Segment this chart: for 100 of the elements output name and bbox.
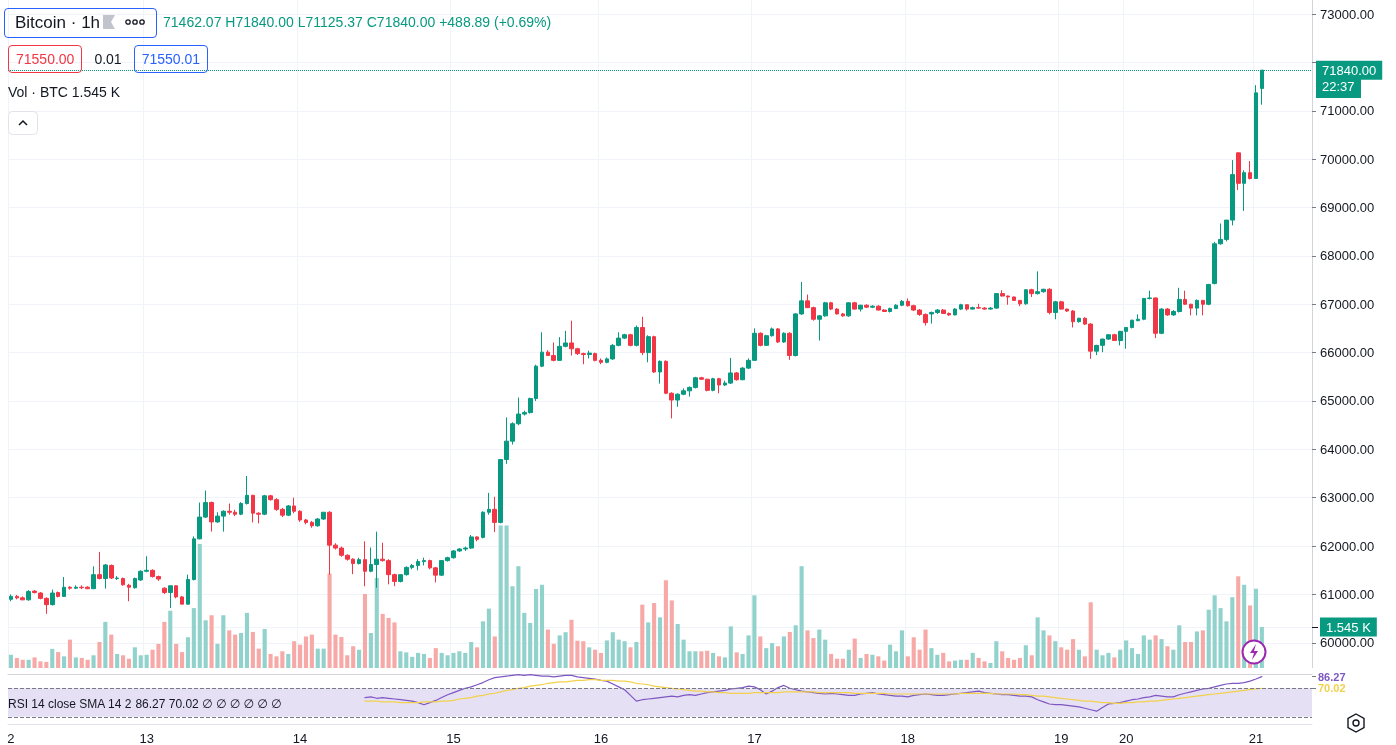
candlestick [121, 577, 125, 587]
bar [970, 652, 975, 668]
candlestick [304, 518, 308, 525]
y-tick-label: 70000.00 [1320, 151, 1375, 167]
y-tick-label: 68000.00 [1320, 248, 1375, 264]
candlestick [1012, 296, 1016, 302]
candlestick [1024, 288, 1028, 306]
candlestick [180, 595, 184, 605]
candlestick [298, 509, 302, 523]
candlestick [68, 585, 72, 591]
bar [1188, 642, 1194, 668]
candlestick [858, 304, 863, 313]
y-tick-label: 66000.00 [1320, 345, 1375, 361]
bar [1006, 657, 1011, 668]
bar [1183, 642, 1188, 668]
bar [103, 621, 108, 668]
bar [823, 639, 828, 668]
bar [657, 617, 663, 668]
candlestick [1195, 298, 1199, 316]
candlestick [717, 377, 721, 394]
candlestick [103, 563, 108, 590]
candlestick [888, 307, 892, 313]
y-tick-label: 64000.00 [1320, 441, 1375, 457]
bar [722, 657, 727, 668]
bar [1153, 635, 1158, 668]
bar [1118, 649, 1123, 668]
candlestick [852, 301, 857, 311]
bar [911, 637, 916, 668]
bar [799, 566, 804, 668]
bar [663, 580, 668, 668]
candlestick [1206, 283, 1211, 306]
bar [781, 636, 786, 668]
candlestick [363, 540, 367, 587]
bar [292, 641, 297, 668]
y-tick-label: 86.27 [1318, 670, 1346, 683]
bar [846, 649, 851, 668]
bar [120, 655, 126, 668]
candlestick [640, 316, 645, 356]
bar [85, 659, 90, 668]
bar [368, 633, 373, 668]
bar [115, 653, 120, 668]
x-tick-label: 19 [1054, 731, 1069, 745]
x-tick-label: 16 [593, 731, 609, 745]
bar [174, 643, 179, 668]
candlestick [634, 325, 639, 347]
candlestick [1201, 299, 1205, 316]
bar [616, 639, 621, 668]
candlestick [245, 475, 249, 506]
candlestick [953, 307, 957, 316]
bar [899, 630, 904, 668]
bar [1023, 645, 1028, 668]
bar [427, 657, 432, 668]
y-tick-label: 67000.00 [1320, 296, 1375, 312]
x-tick-label: 21 [1248, 731, 1264, 745]
candlestick [1236, 151, 1241, 191]
bar [286, 653, 291, 668]
bar [817, 629, 822, 668]
bar [91, 655, 96, 668]
candlestick [1077, 317, 1081, 324]
bar [893, 651, 899, 668]
candlestick [776, 327, 780, 344]
bar [362, 594, 368, 668]
bar [1147, 639, 1152, 668]
bar [1076, 649, 1081, 668]
bar [1029, 655, 1034, 668]
bar [1194, 631, 1200, 668]
candlestick [487, 492, 491, 516]
bar [97, 642, 102, 668]
candlestick [481, 510, 485, 539]
bar [1088, 602, 1093, 668]
bar [1011, 659, 1017, 668]
bar [628, 647, 633, 668]
candlestick [1189, 303, 1193, 316]
bar [61, 656, 67, 668]
bar [852, 638, 857, 668]
bar [699, 651, 704, 668]
candlestick [846, 301, 851, 318]
candlestick [162, 586, 167, 595]
bar [551, 643, 556, 668]
candlestick [1112, 333, 1117, 342]
bar [557, 635, 562, 668]
candlestick [782, 331, 786, 344]
bar [26, 659, 31, 668]
candlestick [262, 494, 267, 516]
candlestick [475, 535, 479, 542]
bar [598, 652, 604, 668]
bar [1124, 640, 1129, 668]
y-tick-label: 73000.00 [1320, 6, 1375, 22]
candlestick [1165, 307, 1170, 317]
bar [1135, 653, 1140, 668]
bar [581, 641, 586, 668]
bar [610, 632, 615, 668]
bar [711, 652, 716, 668]
candlestick [646, 334, 651, 363]
candlestick [593, 352, 597, 362]
candlestick [734, 371, 739, 382]
bar [256, 648, 261, 668]
bar [1000, 651, 1005, 668]
candlestick [26, 589, 31, 602]
bar [545, 629, 550, 668]
